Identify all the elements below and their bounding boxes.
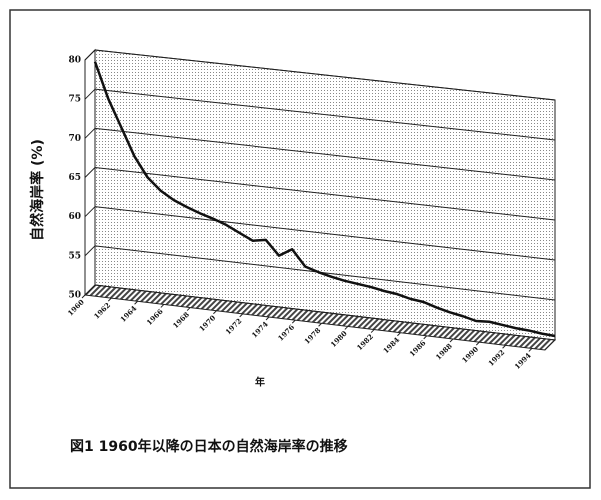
x-tick: [134, 300, 138, 305]
y-tick-label: 75: [68, 95, 81, 105]
x-tick: [344, 326, 349, 330]
x-tick-label: 1990: [460, 345, 480, 365]
x-tick: [370, 329, 375, 333]
x-tick: [291, 319, 296, 324]
series-line: [93, 61, 556, 338]
y-tick-label: 55: [68, 251, 81, 261]
x-tick: [318, 322, 322, 327]
y-tick: [84, 284, 96, 296]
x-tick: [423, 335, 428, 340]
x-tick-label: 1970: [197, 313, 217, 333]
x-tick: [528, 348, 533, 352]
x-tick: [239, 313, 244, 318]
x-tick-label: 1976: [276, 323, 296, 343]
x-tick: [186, 307, 191, 311]
x-tick-label: 1984: [381, 335, 401, 355]
y-tick-label: 60: [68, 212, 81, 222]
x-tick-label: 1982: [355, 332, 375, 352]
x-tick-label: 1992: [486, 348, 506, 368]
y-tick: [84, 245, 96, 257]
y-tick: [84, 206, 96, 218]
x-tick-label: 1988: [434, 341, 454, 361]
x-tick: [449, 338, 454, 343]
grid-line: [94, 284, 556, 341]
grid-line: [94, 49, 556, 101]
y-tick: [84, 127, 96, 139]
caption: 図1 1960年以降の日本の自然海岸率の推移: [70, 438, 348, 455]
y-tick: [84, 167, 96, 178]
x-tick-label: 1962: [92, 301, 112, 321]
x-tick: [502, 344, 506, 349]
x-tick: [81, 294, 86, 299]
x-tick: [160, 304, 165, 308]
grid-line: [94, 127, 556, 181]
x-tick-label: 1972: [223, 316, 243, 336]
grid-line: [94, 88, 556, 141]
y-tick-label: 50: [68, 291, 81, 301]
x-tick-label: 1968: [171, 310, 191, 330]
y-tick: [84, 88, 96, 100]
x-tick: [107, 297, 112, 302]
x-tick-label: 1980: [329, 329, 349, 349]
y-tick-label: 80: [68, 56, 81, 66]
x-tick: [475, 341, 480, 346]
y-tick: [84, 49, 96, 61]
x-tick: [397, 332, 401, 337]
grid-line: [94, 167, 556, 221]
x-tick-label: 1986: [407, 338, 427, 358]
x-axis-label: 年: [255, 376, 265, 389]
grid-line: [94, 206, 556, 261]
frame: [9, 9, 591, 489]
y-tick-label: 70: [68, 134, 81, 144]
x-tick-label: 1964: [118, 304, 138, 324]
x-tick: [213, 310, 217, 315]
x-tick-label: 1974: [250, 319, 270, 339]
y-tick-label: 65: [68, 173, 81, 183]
x-tick-label: 1994: [513, 351, 533, 371]
x-tick: [265, 316, 270, 321]
grid-line: [94, 245, 556, 301]
x-tick-label: 1978: [302, 326, 322, 346]
y-axis-label: 自然海岸率 (%): [29, 139, 46, 241]
x-tick-label: 1966: [145, 307, 165, 327]
